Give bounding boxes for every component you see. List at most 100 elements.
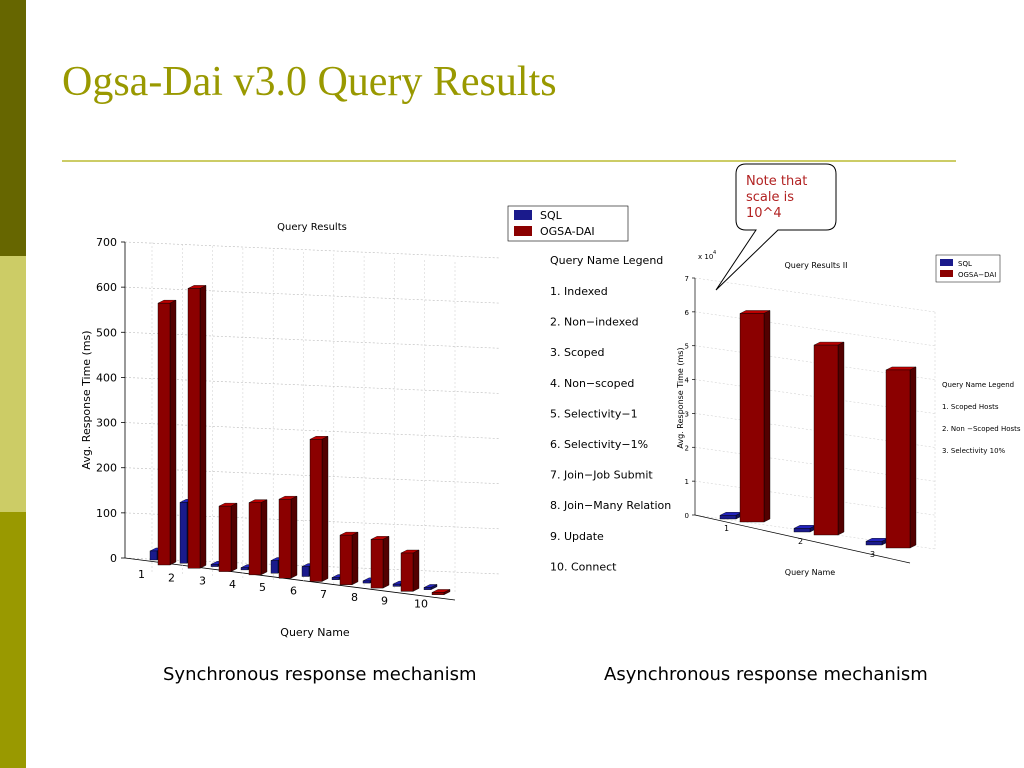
title-divider (62, 160, 956, 162)
y-tick-label: 400 (96, 371, 117, 384)
x-tick-label: 5 (259, 581, 266, 594)
x-tick-label: 7 (320, 588, 327, 601)
sidebar-block-light (0, 256, 26, 512)
bar-ogsa-2 (813, 344, 839, 536)
sidebar-block-dark (0, 0, 26, 256)
x-tick-label: 4 (229, 578, 236, 591)
callout-line-3: 10^4 (746, 206, 782, 221)
bar-sql-5 (270, 560, 279, 574)
bar-sql-1 (149, 550, 158, 561)
gridline-y (124, 241, 501, 259)
y-axis-label: Avg. Response Time (ms) (676, 347, 685, 448)
gridline-y (124, 286, 501, 304)
bar-sql-4 (240, 567, 249, 571)
chart-title: Query Results (277, 222, 347, 233)
bar-ogsa-3 (218, 505, 232, 572)
bar-sql-9 (392, 583, 401, 587)
bar-sql-8 (362, 580, 371, 584)
x-tick-label: 2 (798, 537, 803, 546)
bar-sql-10 (423, 587, 432, 590)
bar-ogsa-1 (157, 302, 171, 566)
x-axis-label: Query Name (785, 568, 836, 577)
x-axis (124, 557, 456, 601)
query-legend-item: 4. Non−scoped (550, 377, 634, 390)
gridline-y (124, 467, 501, 485)
callout-line-2: scale is (746, 190, 794, 205)
query-legend-item: 9. Update (550, 530, 604, 543)
callout-shape (715, 163, 837, 291)
query-legend-item: 3. Scoped (550, 346, 604, 359)
y-tick-label: 5 (685, 343, 689, 351)
bar-ogsa-10 (431, 592, 445, 595)
gridline-y (124, 331, 501, 349)
y-tick-label: 600 (96, 281, 117, 294)
caption-asynchronous: Asynchronous response mechanism (604, 664, 928, 685)
y-tick-label: 100 (96, 507, 117, 520)
caption-synchronous: Synchronous response mechanism (163, 664, 477, 685)
bar-sql-3 (865, 541, 883, 546)
bar-ogsa-1 (739, 313, 765, 523)
x-tick-label: 1 (724, 524, 729, 533)
bar-ogsa-9 (400, 552, 414, 592)
x-axis (694, 514, 911, 564)
y-tick-label: 200 (96, 462, 117, 475)
query-legend-item: 8. Join−Many Relation (550, 499, 671, 512)
query-legend-item: 7. Join−Job Submit (550, 469, 653, 482)
scale-exponent: 4 (713, 250, 716, 256)
y-tick-label: 700 (96, 236, 117, 249)
x-tick-label: 6 (290, 585, 297, 598)
bar-ogsa-5 (278, 499, 292, 579)
query-legend-item: 1. Indexed (550, 285, 608, 298)
sidebar-block-mid (0, 512, 26, 768)
bar-sql-2 (179, 502, 188, 564)
x-tick-label: 10 (414, 598, 428, 611)
bar-sql-1 (719, 515, 737, 520)
gridline-y (124, 557, 501, 575)
legend-label-sql: SQL (958, 260, 972, 268)
x-tick-label: 3 (199, 575, 206, 588)
query-legend-item: 3. Selectivity 10% (942, 447, 1006, 455)
legend-label-ogsa: OGSA-DAI (540, 225, 595, 238)
y-tick-label: 300 (96, 417, 117, 430)
y-tick-label: 3 (685, 410, 689, 418)
bar-sql-6 (301, 566, 310, 577)
gridline-y (694, 311, 936, 347)
gridline-y (124, 422, 501, 439)
bar-ogsa-8 (370, 539, 384, 589)
bar-ogsa-6 (309, 439, 323, 582)
x-tick-label: 8 (351, 591, 358, 604)
query-legend-item: 1. Scoped Hosts (942, 403, 999, 411)
query-legend-item: 2. Non−indexed (550, 316, 639, 329)
legend-swatch-ogsa (514, 226, 532, 236)
y-tick-label: 1 (685, 478, 689, 486)
legend-swatch-ogsa (940, 270, 953, 277)
y-tick-label: 6 (685, 309, 690, 317)
y-tick-label: 7 (685, 275, 689, 283)
x-tick-label: 2 (168, 571, 175, 584)
legend-label-sql: SQL (540, 209, 563, 222)
scale-label: x 10 (698, 253, 713, 261)
bar-sql-2 (793, 528, 811, 533)
y-tick-label: 0 (685, 512, 689, 520)
y-tick-label: 500 (96, 326, 117, 339)
gridline-y (694, 277, 936, 313)
query-legend-item: 2. Non −Scoped Hosts (942, 425, 1021, 433)
y-tick-label: 2 (685, 444, 689, 452)
bar-sql-3 (210, 564, 219, 567)
y-tick-label: 0 (110, 552, 117, 565)
query-legend-title: Query Name Legend (550, 254, 663, 267)
y-tick-label: 4 (685, 377, 690, 385)
legend-label-ogsa: OGSA−DAI (958, 271, 996, 279)
query-legend-item: 5. Selectivity−1 (550, 407, 638, 420)
y-axis-label: Avg. Response Time (ms) (80, 330, 93, 469)
x-axis-label: Query Name (280, 626, 350, 639)
chart-title: Query Results II (784, 261, 847, 270)
slide-title: Ogsa-Dai v3.0 Query Results (62, 59, 557, 105)
gridline-y (124, 512, 501, 530)
sidebar-decoration (0, 0, 26, 768)
callout-line-1: Note that (746, 174, 807, 189)
legend-swatch-sql (940, 259, 953, 266)
